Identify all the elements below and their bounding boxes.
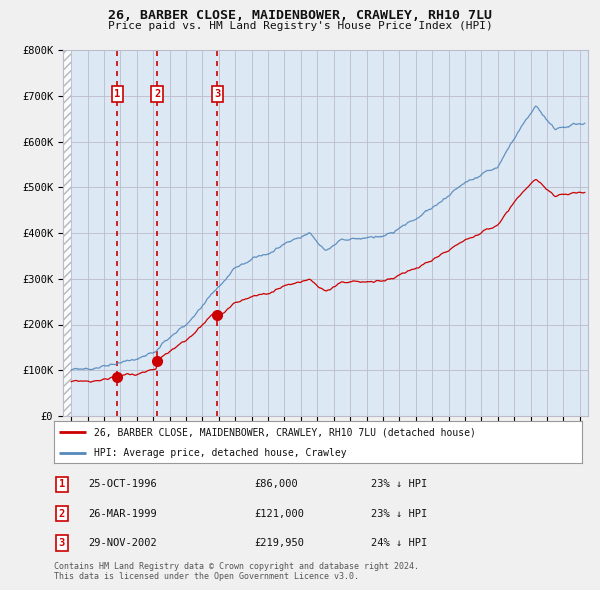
- Text: 23% ↓ HPI: 23% ↓ HPI: [371, 509, 427, 519]
- Text: 23% ↓ HPI: 23% ↓ HPI: [371, 480, 427, 489]
- Bar: [63, 50, 71, 416]
- Text: This data is licensed under the Open Government Licence v3.0.: This data is licensed under the Open Gov…: [54, 572, 359, 581]
- Text: 26, BARBER CLOSE, MAIDENBOWER, CRAWLEY, RH10 7LU: 26, BARBER CLOSE, MAIDENBOWER, CRAWLEY, …: [108, 9, 492, 22]
- Text: 29-NOV-2002: 29-NOV-2002: [88, 538, 157, 548]
- Text: 3: 3: [59, 538, 65, 548]
- Text: 25-OCT-1996: 25-OCT-1996: [88, 480, 157, 489]
- Text: Contains HM Land Registry data © Crown copyright and database right 2024.: Contains HM Land Registry data © Crown c…: [54, 562, 419, 571]
- Text: £86,000: £86,000: [254, 480, 298, 489]
- Text: 1: 1: [59, 480, 65, 489]
- Text: HPI: Average price, detached house, Crawley: HPI: Average price, detached house, Craw…: [94, 448, 346, 457]
- Text: 24% ↓ HPI: 24% ↓ HPI: [371, 538, 427, 548]
- Text: Price paid vs. HM Land Registry's House Price Index (HPI): Price paid vs. HM Land Registry's House …: [107, 21, 493, 31]
- Text: 26, BARBER CLOSE, MAIDENBOWER, CRAWLEY, RH10 7LU (detached house): 26, BARBER CLOSE, MAIDENBOWER, CRAWLEY, …: [94, 427, 475, 437]
- Text: £121,000: £121,000: [254, 509, 305, 519]
- Text: 1: 1: [115, 89, 121, 99]
- Text: 26-MAR-1999: 26-MAR-1999: [88, 509, 157, 519]
- Text: 3: 3: [214, 89, 221, 99]
- Text: £219,950: £219,950: [254, 538, 305, 548]
- Text: 2: 2: [154, 89, 160, 99]
- Text: 2: 2: [59, 509, 65, 519]
